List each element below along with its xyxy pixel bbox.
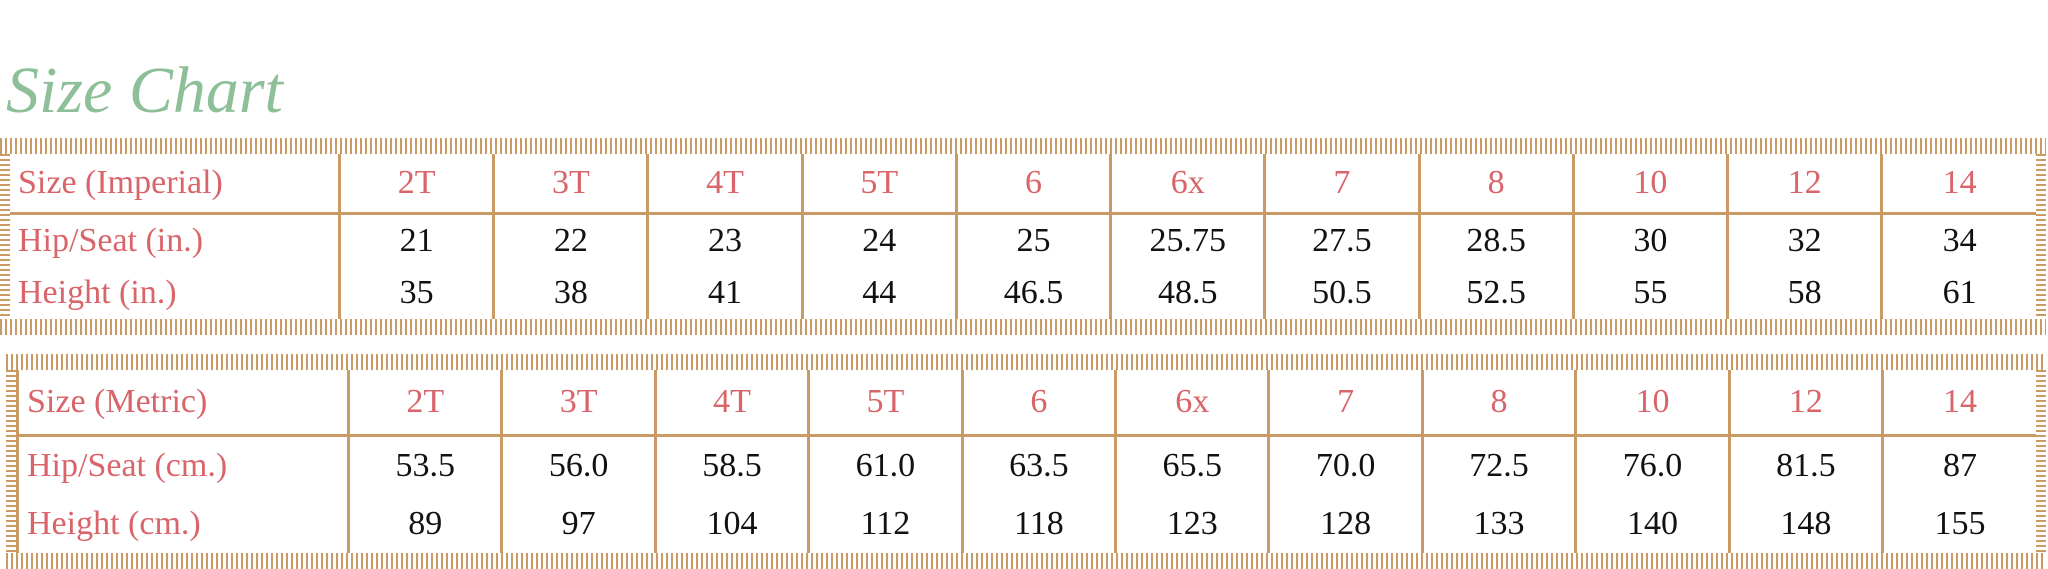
cell: 35 bbox=[337, 266, 494, 319]
cell: 70.0 bbox=[1267, 435, 1423, 495]
size-header: 12 bbox=[1727, 370, 1883, 438]
cell: 65.5 bbox=[1114, 435, 1269, 495]
size-header: 7 bbox=[1263, 154, 1420, 215]
size-header: 6x bbox=[1109, 154, 1265, 215]
title: Size Chart bbox=[6, 54, 283, 127]
row-label: Hip/Seat (in.) bbox=[18, 221, 204, 259]
size-header: 3T bbox=[492, 154, 648, 215]
cell: 44 bbox=[800, 266, 957, 319]
size-header: 3T bbox=[500, 370, 656, 438]
row-label: Size (Imperial) bbox=[10, 154, 340, 215]
size-header: 6x bbox=[1114, 370, 1269, 438]
cell: 97 bbox=[500, 494, 656, 553]
cell: 58 bbox=[1725, 266, 1882, 319]
cell: 155 bbox=[1881, 494, 2036, 553]
cell: 25 bbox=[954, 213, 1111, 267]
cell: 38 bbox=[492, 266, 648, 319]
size-header: 10 bbox=[1571, 154, 1728, 215]
cell: 21 bbox=[337, 213, 494, 267]
size-header: 4T bbox=[646, 154, 803, 215]
size-header: 4T bbox=[653, 370, 809, 438]
size-header: 8 bbox=[1420, 370, 1576, 438]
cell: 28.5 bbox=[1417, 213, 1574, 267]
size-header: 6 bbox=[960, 370, 1116, 438]
cell: 58.5 bbox=[653, 435, 809, 495]
cell: 89 bbox=[346, 494, 502, 553]
size-header: 14 bbox=[1880, 154, 2036, 215]
cell: 118 bbox=[960, 494, 1116, 553]
cell: 63.5 bbox=[960, 435, 1116, 495]
cell: 32 bbox=[1725, 213, 1882, 267]
cell: 50.5 bbox=[1263, 266, 1420, 319]
size-header: 2T bbox=[346, 370, 502, 438]
row-label: Height (in.) bbox=[18, 273, 177, 311]
cell: 104 bbox=[653, 494, 809, 553]
row-label: Height (cm.) bbox=[16, 494, 349, 553]
row-label: Size (Metric) bbox=[16, 370, 349, 438]
size-table: Size (Imperial) 2T 3T 4T 5T 6 6x 7 8 10 12 14 Hip/Se… bbox=[10, 154, 2036, 319]
size-header: 5T bbox=[807, 370, 963, 438]
metric-table-frame: Size (Metric) 2T 3T 4T 5T 6 6x 7 8 10 12 14 Hip/Seat… bbox=[6, 354, 2046, 569]
table-row: Height (in.) 35 38 41 44 46.5 48.5 50.5 52.5 55 58… bbox=[10, 266, 2036, 319]
cell: 81.5 bbox=[1727, 435, 1883, 495]
cell: 46.5 bbox=[954, 266, 1111, 319]
row-label: Hip/Seat (cm.) bbox=[16, 435, 349, 495]
size-table: Size (Metric) 2T 3T 4T 5T 6 6x 7 8 10 12 14 Hip/Seat… bbox=[16, 370, 2036, 553]
cell: 23 bbox=[646, 213, 803, 267]
size-header: 2T bbox=[337, 154, 494, 215]
cell: 41 bbox=[646, 266, 803, 319]
table-row: Height (cm.) 89 97 104 112 118 123 128 133 140 148… bbox=[16, 494, 2036, 553]
cell: 53.5 bbox=[346, 435, 502, 495]
cell: 128 bbox=[1267, 494, 1423, 553]
cell: 140 bbox=[1574, 494, 1730, 553]
cell: 55 bbox=[1571, 266, 1728, 319]
cell: 30 bbox=[1571, 213, 1728, 267]
table-row: Hip/Seat (cm.) 53.5 56.0 58.5 61.0 63.5 65.5 70… bbox=[16, 435, 2036, 495]
cell: 56.0 bbox=[500, 435, 656, 495]
size-header: 7 bbox=[1267, 370, 1423, 438]
size-header: 10 bbox=[1574, 370, 1730, 438]
header-row: Size (Imperial) 2T 3T 4T 5T 6 6x 7 8 10 12 14 bbox=[10, 154, 2036, 215]
cell: 72.5 bbox=[1420, 435, 1576, 495]
table-row: Hip/Seat (in.) 21 22 23 24 25 25.75 27.5 28.5 30 3… bbox=[10, 213, 2036, 267]
size-header: 5T bbox=[800, 154, 957, 215]
size-header: 8 bbox=[1417, 154, 1574, 215]
cell: 61 bbox=[1880, 266, 2036, 319]
size-header: 6 bbox=[954, 154, 1111, 215]
cell: 25.75 bbox=[1109, 213, 1265, 267]
cell: 76.0 bbox=[1574, 435, 1730, 495]
cell: 34 bbox=[1880, 213, 2036, 267]
imperial-table-frame: Size (Imperial) 2T 3T 4T 5T 6 6x 7 8 10 12 14 Hip/Se… bbox=[0, 138, 2046, 335]
cell: 61.0 bbox=[807, 435, 963, 495]
cell: 22 bbox=[492, 213, 648, 267]
cell: 148 bbox=[1727, 494, 1883, 553]
cell: 48.5 bbox=[1109, 266, 1265, 319]
header-row: Size (Metric) 2T 3T 4T 5T 6 6x 7 8 10 12 14 bbox=[16, 370, 2036, 438]
cell: 87 bbox=[1881, 435, 2036, 495]
size-header: 14 bbox=[1881, 370, 2036, 438]
cell: 112 bbox=[807, 494, 963, 553]
cell: 27.5 bbox=[1263, 213, 1420, 267]
cell: 123 bbox=[1114, 494, 1269, 553]
cell: 24 bbox=[800, 213, 957, 267]
cell: 133 bbox=[1420, 494, 1576, 553]
cell: 52.5 bbox=[1417, 266, 1574, 319]
size-header: 12 bbox=[1725, 154, 1882, 215]
